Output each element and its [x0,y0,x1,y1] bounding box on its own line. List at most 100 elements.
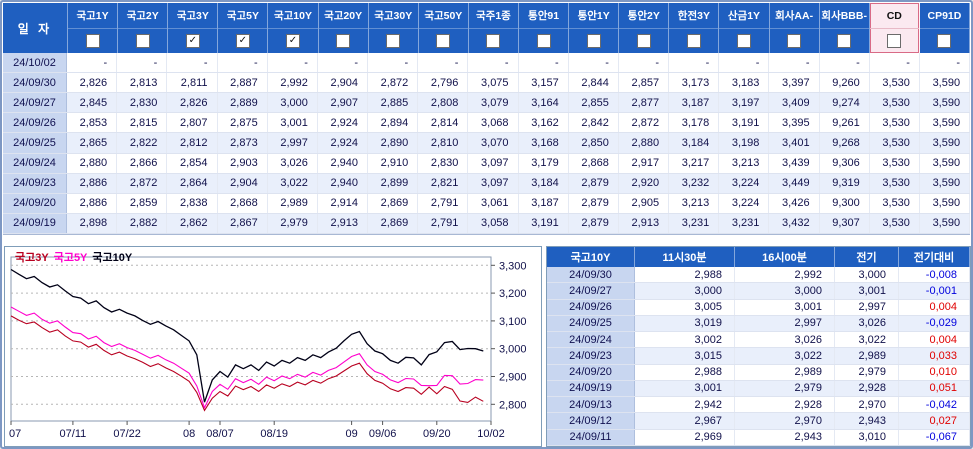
table-row[interactable]: 24/09/30 2,826 2,813 2,811 2,887 2,992 2,904 2,… [3,73,971,94]
yield-cell: 2,997 [268,133,318,153]
column-header-통안91[interactable]: 통안91 [518,3,570,53]
detail-prev-value: 2,943 [835,413,899,429]
detail-row[interactable]: 24/09/13 2,942 2,928 2,970 -0,042 [547,397,970,414]
column-checkbox[interactable] [837,34,852,49]
yield-cell: 9,268 [820,133,870,153]
column-header-한전3Y[interactable]: 한전3Y [669,3,720,53]
detail-prev-value: 3,010 [835,429,899,445]
checkbox-cell [468,28,518,53]
column-checkbox[interactable]: ✓ [285,34,300,49]
column-header-국고5Y[interactable]: 국고5Y ✓ [218,3,269,53]
column-label: 회사AA- [775,10,814,23]
column-checkbox[interactable] [887,34,902,49]
yield-cell: 3,191 [719,113,770,133]
yield-cell: 2,879 [569,193,619,213]
column-label: CD [886,9,902,22]
table-row[interactable]: 24/09/24 2,880 2,866 2,854 2,903 3,026 2,940 2,… [3,153,971,174]
column-header-회사AA-[interactable]: 회사AA- [769,3,820,53]
detail-1600-value: 2,970 [735,413,835,429]
column-header-CP91D[interactable]: CP91D [919,3,970,53]
detail-row[interactable]: 24/09/24 3,002 3,026 3,022 0,004 [547,332,970,349]
yield-cell: 2,826 [167,93,218,113]
column-checkbox[interactable] [336,34,351,49]
detail-1600-value: 2,989 [735,364,835,380]
column-checkbox[interactable] [436,34,451,49]
column-checkbox[interactable] [135,34,150,49]
detail-row[interactable]: 24/09/23 3,015 3,022 2,989 0,033 [547,348,970,365]
yield-cell: 2,812 [167,133,218,153]
yield-cell: - [368,53,419,73]
legend-item: 국고3Y [15,252,49,264]
detail-row[interactable]: 24/09/12 2,967 2,970 2,943 0,027 [547,413,970,430]
detail-row[interactable]: 24/09/25 3,019 2,997 3,026 -0,029 [547,315,970,333]
yield-cell: 2,879 [569,173,619,193]
table-row[interactable]: 24/09/23 2,886 2,872 2,864 2,904 3,022 2,940 2,… [3,173,971,194]
yield-cell: 2,905 [619,193,670,213]
yield-cell: 2,821 [418,173,469,193]
detail-column-header[interactable]: 11시30분 [635,247,735,267]
row-date: 24/09/26 [3,113,67,133]
yield-cell: 3,530 [870,153,920,173]
detail-row[interactable]: 24/09/26 3,005 3,001 2,997 0,004 [547,299,970,316]
table-row[interactable]: 24/09/20 2,886 2,859 2,838 2,868 2,989 2,914 2,… [3,193,971,214]
table-row[interactable]: 24/10/02- - - - - - - - - - - - - - - - - - [3,53,971,74]
column-checkbox[interactable] [636,34,651,49]
column-header-회사BBB-[interactable]: 회사BBB- [819,3,870,53]
column-checkbox[interactable] [937,34,952,49]
detail-column-header[interactable]: 전기대비 [899,247,970,267]
table-row[interactable]: 24/09/25 2,865 2,822 2,812 2,873 2,997 2,924 2,… [3,133,971,154]
detail-1130-value: 3,019 [635,315,735,332]
yield-cell: 9,261 [820,113,870,133]
column-checkbox[interactable] [386,34,401,49]
detail-row[interactable]: 24/09/20 2,988 2,989 2,979 0,010 [547,364,970,381]
checkbox-cell [368,28,418,53]
column-checkbox[interactable]: ✓ [185,34,200,49]
column-checkbox[interactable] [586,34,601,49]
detail-row[interactable]: 24/09/27 3,000 3,000 3,001 -0,001 [547,283,970,300]
detail-column-header[interactable]: 16시00분 [735,247,835,267]
yield-chart-panel: 국고3Y 국고5Y 국고10Y 3,300 3,200 3,100 3,000 2,900 2… [4,246,542,447]
yield-cell: 2,899 [368,173,419,193]
column-header-국주1종[interactable]: 국주1종 [468,3,519,53]
column-checkbox[interactable] [787,34,802,49]
column-checkbox[interactable]: ✓ [235,34,250,49]
table-row[interactable]: 24/09/19 2,898 2,882 2,862 2,867 2,979 2,913 2,… [3,213,971,234]
column-header-국고20Y[interactable]: 국고20Y [318,3,369,53]
column-checkbox[interactable] [536,34,551,49]
column-header-통안2Y[interactable]: 통안2Y [619,3,670,53]
detail-row[interactable]: 24/09/30 2,988 2,992 3,000 -0,008 [547,267,970,284]
detail-1600-value: 3,026 [735,332,835,348]
yield-cell: 3,590 [920,93,971,113]
svg-text:09/06: 09/06 [369,428,397,440]
detail-row[interactable]: 24/09/19 3,001 2,979 2,928 0,051 [547,380,970,398]
column-header-국고10Y[interactable]: 국고10Y ✓ [268,3,319,53]
column-checkbox[interactable] [486,34,501,49]
column-checkbox[interactable] [686,34,701,49]
yield-cell: 3,530 [870,193,920,213]
svg-text:07/11: 07/11 [60,428,87,440]
column-header-산금1Y[interactable]: 산금1Y [719,3,770,53]
column-header-국고2Y[interactable]: 국고2Y [118,3,169,53]
column-header-국고1Y[interactable]: 국고1Y [68,3,119,53]
detail-column-header[interactable]: 전기 [835,247,899,267]
yield-cell: 2,907 [318,93,369,113]
yield-cell: 3,590 [920,133,971,153]
detail-column-header[interactable]: 국고10Y [547,247,635,267]
table-row[interactable]: 24/09/27 2,845 2,830 2,826 2,889 3,000 2,907 2,… [3,93,971,114]
yield-cell: - [218,53,268,73]
table-row[interactable]: 24/09/26 2,853 2,815 2,807 2,875 3,001 2,924 2,… [3,113,971,134]
svg-text:3,200: 3,200 [499,288,527,300]
column-header-CD[interactable]: CD [869,3,920,53]
column-checkbox[interactable] [736,34,751,49]
detail-prev-value: 3,001 [835,283,899,299]
detail-row[interactable]: 24/09/11 2,969 2,943 3,010 -0,067 [547,429,970,446]
detail-1130-value: 2,988 [635,364,735,380]
detail-diff-value: 0,004 [899,332,970,348]
detail-1130-value: 2,988 [635,267,735,283]
column-header-국고30Y[interactable]: 국고30Y [368,3,419,53]
yield-cell: 2,924 [318,113,369,133]
column-header-국고3Y[interactable]: 국고3Y ✓ [168,3,219,53]
column-header-국고50Y[interactable]: 국고50Y [418,3,469,53]
column-checkbox[interactable] [85,34,100,49]
column-header-통안1Y[interactable]: 통안1Y [569,3,620,53]
